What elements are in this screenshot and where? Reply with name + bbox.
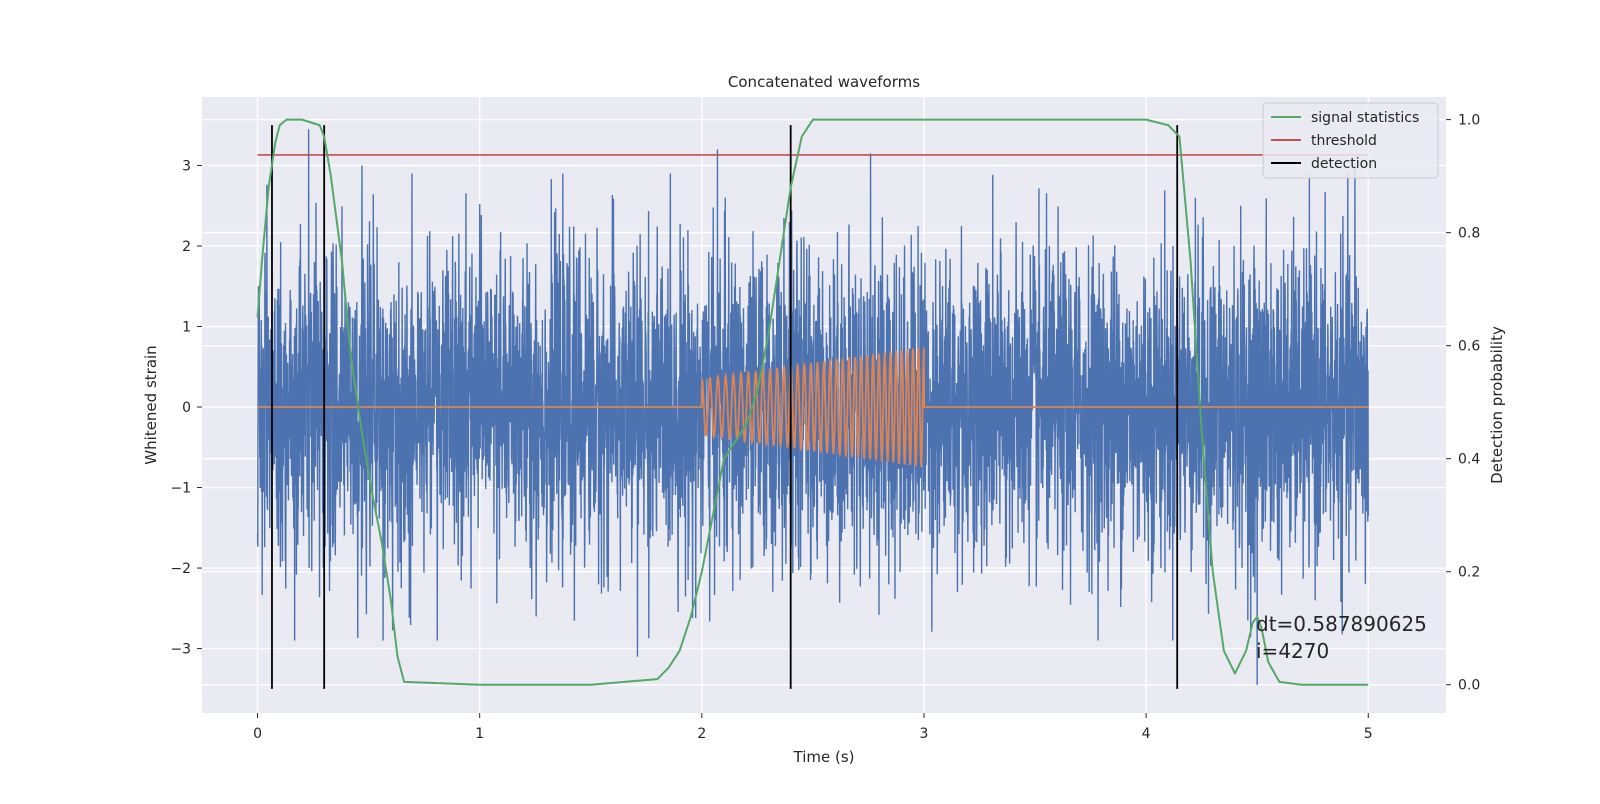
y2-tick-label: 0.6 bbox=[1458, 339, 1480, 355]
y-tick-label: 3 bbox=[182, 158, 191, 174]
signal-statistics-line bbox=[256, 118, 1369, 686]
legend-label-2: threshold bbox=[1311, 133, 1377, 149]
injected-chirp-series bbox=[257, 347, 1369, 468]
x-tick-label: 5 bbox=[1364, 726, 1373, 742]
x-tick-label: 2 bbox=[697, 726, 706, 742]
y-tick-label: −1 bbox=[170, 481, 191, 497]
y2-axis-label: Detection probability bbox=[1488, 326, 1506, 484]
x-tick-label: 3 bbox=[920, 726, 929, 742]
x-tick-label: 0 bbox=[253, 726, 262, 742]
annotation-text-2: i=4270 bbox=[1256, 639, 1329, 663]
legend-label-3: detection bbox=[1311, 156, 1377, 172]
y2-tick-label: 0.0 bbox=[1458, 678, 1480, 694]
y-tick-label: 0 bbox=[182, 400, 191, 416]
y-axis-label: Whitened strain bbox=[142, 345, 160, 464]
x-tick-label: 1 bbox=[475, 726, 484, 742]
annotation-text-1: dt=0.587890625 bbox=[1256, 612, 1427, 636]
x-tick-label: 4 bbox=[1142, 726, 1151, 742]
y-tick-label: 2 bbox=[182, 239, 191, 255]
legend: signal statistics threshold detection bbox=[1262, 102, 1439, 179]
y2-tick-label: 1.0 bbox=[1458, 113, 1480, 129]
y-tick-label: 1 bbox=[182, 319, 191, 335]
y-tick-label: −2 bbox=[170, 561, 191, 577]
y2-tick-label: 0.2 bbox=[1458, 565, 1480, 581]
y-tick-label: −3 bbox=[170, 642, 191, 658]
x-axis-label: Time (s) bbox=[793, 748, 855, 766]
y2-tick-label: 0.4 bbox=[1458, 452, 1480, 468]
strain-noise-series bbox=[256, 129, 1369, 685]
y2-tick-label: 0.8 bbox=[1458, 226, 1480, 242]
legend-box bbox=[1262, 102, 1439, 179]
chart-title: Concatenated waveforms bbox=[728, 73, 920, 91]
legend-label-1: signal statistics bbox=[1311, 110, 1419, 126]
